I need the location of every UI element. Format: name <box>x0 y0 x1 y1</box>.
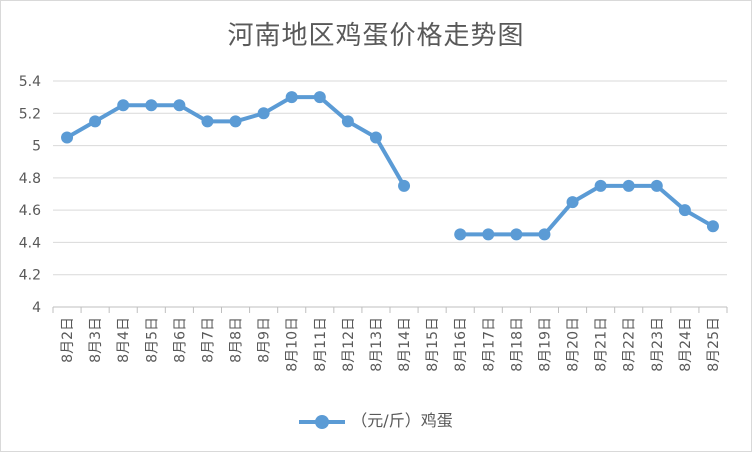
data-point <box>145 99 158 112</box>
x-tick-label: 8月17日 <box>481 317 497 372</box>
data-point <box>622 179 635 192</box>
data-point <box>201 115 214 128</box>
x-tick-label: 8月13日 <box>369 317 385 372</box>
data-point <box>566 196 579 209</box>
x-tick-label: 8月24日 <box>678 317 694 372</box>
x-tick-label: 8月5日 <box>144 317 160 363</box>
x-tick-label: 8月25日 <box>706 317 722 372</box>
series-line <box>66 95 714 237</box>
data-point <box>650 179 663 192</box>
data-point <box>369 131 382 144</box>
x-tick-label: 8月16日 <box>453 317 469 372</box>
y-tick-label: 4 <box>32 300 41 316</box>
data-point <box>594 179 607 192</box>
x-tick-label: 8月10日 <box>285 317 301 372</box>
y-tick-label: 4.2 <box>19 268 41 284</box>
x-tick-label: 8月22日 <box>622 317 638 372</box>
x-axis-ticks: 8月2日 8月3日 8月4日 8月5日 8月6日 8月7日 8月8日 8月9日 8月10日 8月1… <box>52 307 728 372</box>
y-axis-ticks: 4 4.2 4.4 4.6 4.8 5 5.2 5.4 <box>19 74 41 316</box>
data-point <box>229 115 242 128</box>
data-point <box>706 220 719 233</box>
data-point <box>313 91 326 104</box>
x-tick-label: 8月12日 <box>341 317 357 372</box>
series-group <box>61 91 719 241</box>
y-tick-label: 4.4 <box>19 235 41 251</box>
chart-title: 河南地区鸡蛋价格走势图 <box>227 21 525 51</box>
data-point <box>454 228 467 241</box>
x-tick-label: 8月4日 <box>116 317 132 363</box>
data-point <box>257 107 270 120</box>
y-tick-label: 5.4 <box>19 74 41 90</box>
data-point <box>61 131 74 144</box>
x-tick-label: 8月14日 <box>397 317 413 372</box>
y-tick-label: 4.8 <box>19 171 41 187</box>
y-tick-label: 5.2 <box>19 106 41 122</box>
data-point <box>341 115 354 128</box>
y-tick-label: 5 <box>32 139 41 155</box>
x-tick-label: 8月8日 <box>229 317 245 363</box>
x-tick-label: 8月3日 <box>88 317 104 363</box>
x-tick-label: 8月9日 <box>257 317 273 363</box>
data-point <box>510 228 523 241</box>
x-tick-label: 8月18日 <box>509 317 525 372</box>
data-point <box>89 115 102 128</box>
data-point <box>482 228 495 241</box>
gridlines <box>53 80 727 308</box>
legend-label: （元/斤）鸡蛋 <box>351 411 453 430</box>
x-tick-label: 8月20日 <box>566 317 582 372</box>
x-tick-label: 8月7日 <box>200 317 216 363</box>
x-tick-label: 8月21日 <box>594 317 610 372</box>
data-point <box>285 91 298 104</box>
data-point <box>173 99 186 112</box>
x-tick-label: 8月19日 <box>537 317 553 372</box>
y-tick-label: 4.6 <box>19 203 41 219</box>
data-point <box>678 204 691 217</box>
x-tick-label: 8月11日 <box>313 317 329 372</box>
x-tick-label: 8月6日 <box>172 317 188 363</box>
data-point <box>398 179 411 192</box>
x-tick-label: 8月2日 <box>60 317 76 363</box>
x-tick-label: 8月15日 <box>425 317 441 372</box>
data-point <box>117 99 130 112</box>
x-tick-label: 8月23日 <box>650 317 666 372</box>
data-point <box>538 228 551 241</box>
legend: （元/斤）鸡蛋 <box>1 407 751 431</box>
legend-marker-icon <box>299 414 346 429</box>
